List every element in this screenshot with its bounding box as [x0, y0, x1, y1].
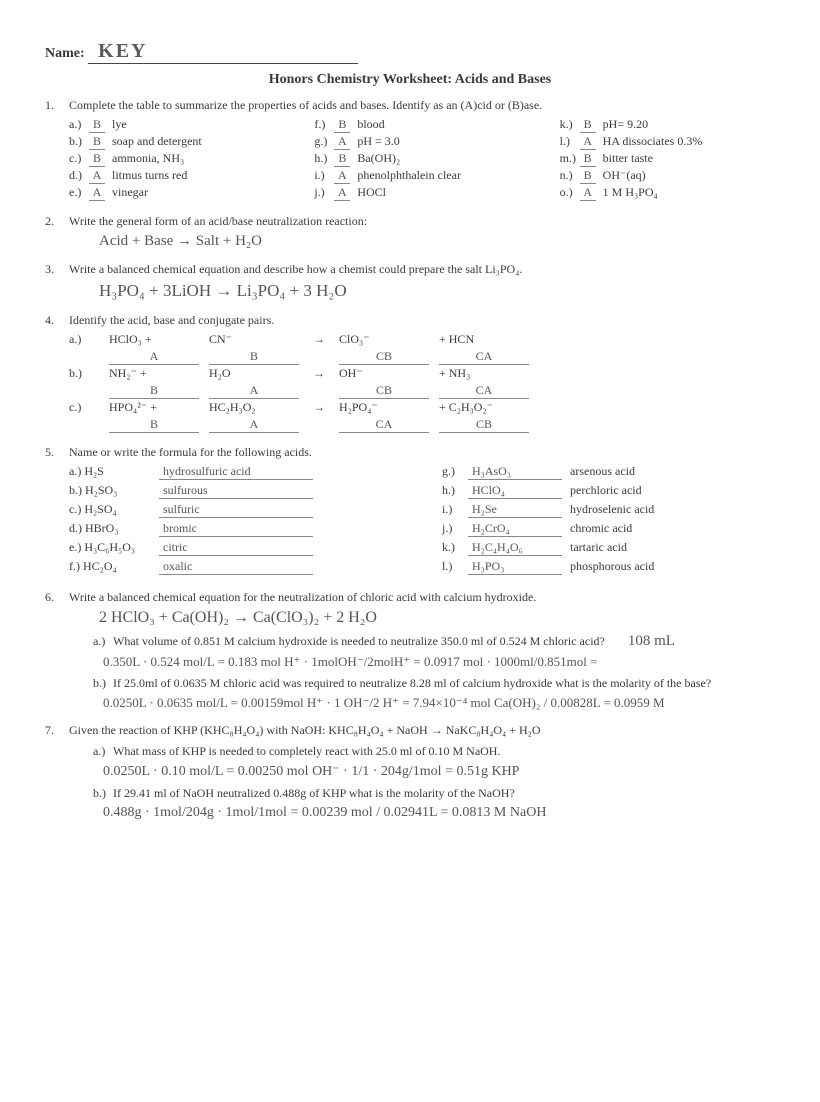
q4-labels: BACBCA — [69, 382, 775, 399]
question-5: 5. Name or write the formula for the fol… — [45, 445, 775, 578]
name-line: Name: KEY — [45, 40, 775, 64]
q5-item: f.) HC₂O₄oxalic — [69, 559, 402, 575]
q5-item: l.)H₃PO₃phosphorous acid — [442, 559, 775, 575]
q4-labels: ABCBCA — [69, 348, 775, 365]
q4-prompt: Identify the acid, base and conjugate pa… — [69, 313, 274, 327]
q5-item: e.) H₃C₆H₅O₃citric — [69, 540, 402, 556]
q7b-prompt: If 29.41 ml of NaOH neutralized 0.488g o… — [113, 786, 515, 800]
q1-item: k.)B pH= 9.20 — [560, 117, 775, 133]
q1-item: n.)B OH⁻(aq) — [560, 168, 775, 184]
q1-item: m.)B bitter taste — [560, 151, 775, 167]
q7b: b.)If 29.41 ml of NaOH neutralized 0.488… — [69, 786, 775, 821]
q5-item: j.)H₂CrO₄chromic acid — [442, 521, 775, 537]
q2-prompt: Write the general form of an acid/base n… — [69, 214, 367, 228]
question-6: 6. Write a balanced chemical equation fo… — [45, 590, 775, 711]
q1-item: b.)B soap and detergent — [69, 134, 284, 150]
q1-item: g.)A pH = 3.0 — [314, 134, 529, 150]
q6b: b.)If 25.0ml of 0.0635 M chloric acid wa… — [69, 676, 775, 711]
question-7: 7. Given the reaction of KHP (KHC₈H₄O₄) … — [45, 723, 775, 821]
q3-prompt: Write a balanced chemical equation and d… — [69, 262, 522, 276]
q1-item: i.)A phenolphthalein clear — [314, 168, 529, 184]
q1-prompt: Complete the table to summarize the prop… — [69, 98, 542, 112]
q6a-work: 0.350L · 0.524 mol/L = 0.183 mol H⁺ · 1m… — [103, 654, 775, 670]
q5-item: h.)HClO₄perchloric acid — [442, 483, 775, 499]
q5-item: b.) H₂SO₃sulfurous — [69, 483, 402, 499]
q3-answer: H₃PO₄ + 3LiOH → Li₃PO₄ + 3 H₂O — [99, 281, 775, 301]
name-label: Name: — [45, 46, 85, 62]
q7a: a.)What mass of KHP is needed to complet… — [69, 744, 775, 780]
q7a-prompt: What mass of KHP is needed to completely… — [113, 744, 500, 758]
q7b-work: 0.488g · 1mol/204g · 1mol/1mol = 0.00239… — [103, 805, 775, 821]
q1-item: c.)B ammonia, NH₃ — [69, 151, 284, 167]
q4-labels: BACACB — [69, 416, 775, 433]
q6a-answer: 108 mL — [628, 633, 675, 649]
q5-item: i.)H₂Sehydroselenic acid — [442, 502, 775, 518]
q6a: a.)What volume of 0.851 M calcium hydrox… — [69, 633, 775, 670]
q5-item: g.)H₃AsO₃arsenous acid — [442, 464, 775, 480]
q1-item: o.)A 1 M H₃PO₄ — [560, 185, 775, 201]
worksheet-title: Honors Chemistry Worksheet: Acids and Ba… — [45, 72, 775, 88]
q1-item: d.)A litmus turns red — [69, 168, 284, 184]
q1-item: h.)B Ba(OH)₂ — [314, 151, 529, 167]
q7a-work: 0.0250L · 0.10 mol/L = 0.00250 mol OH⁻ ·… — [103, 763, 775, 780]
q1-item: l.)A HA dissociates 0.3% — [560, 134, 775, 150]
q6-prompt: Write a balanced chemical equation for t… — [69, 590, 536, 604]
q5-prompt: Name or write the formula for the follow… — [69, 445, 312, 459]
q5-item: d.) HBrO₃bromic — [69, 521, 402, 537]
q2-answer: Acid + Base → Salt + H₂O — [99, 233, 775, 250]
q6b-work: 0.0250L · 0.0635 mol/L = 0.00159mol H⁺ ·… — [103, 695, 775, 711]
question-3: 3. Write a balanced chemical equation an… — [45, 262, 775, 301]
q7-prompt: Given the reaction of KHP (KHC₈H₄O₄) wit… — [69, 723, 541, 737]
question-4: 4. Identify the acid, base and conjugate… — [45, 313, 775, 433]
q1-item: f.)B blood — [314, 117, 529, 133]
question-2: 2. Write the general form of an acid/bas… — [45, 214, 775, 250]
q6-equation: 2 HClO₃ + Ca(OH)₂ → Ca(ClO₃)₂ + 2 H₂O — [99, 609, 775, 627]
q4-reaction: c.)HPO₄²⁻ +HC₂H₃O₂→H₂PO₄⁻+ C₂H₃O₂⁻ — [69, 400, 775, 415]
q5-item: k.)H₂C₄H₄O₆tartaric acid — [442, 540, 775, 556]
name-value: KEY — [88, 40, 358, 64]
q1-item: e.)A vinegar — [69, 185, 284, 201]
q4-reaction: a.)HClO₃ +CN⁻→ClO₃⁻+ HCN — [69, 332, 775, 347]
q5-item: c.) H₂SO₄sulfuric — [69, 502, 402, 518]
q6b-prompt: If 25.0ml of 0.0635 M chloric acid was r… — [113, 676, 711, 690]
q5-item: a.) H₂Shydrosulfuric acid — [69, 464, 402, 480]
q1-item: j.)A HOCl — [314, 185, 529, 201]
q6a-prompt: What volume of 0.851 M calcium hydroxide… — [113, 634, 605, 648]
q4-reaction: b.)NH₂⁻ +H₂O→OH⁻+ NH₃ — [69, 366, 775, 381]
q1-item: a.)B lye — [69, 117, 284, 133]
question-1: 1. Complete the table to summarize the p… — [45, 98, 775, 202]
